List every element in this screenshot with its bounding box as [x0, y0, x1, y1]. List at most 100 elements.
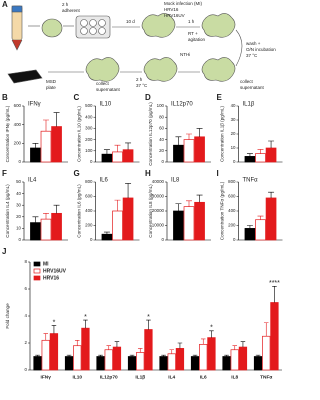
y-tick-label: 8 [25, 259, 28, 264]
error-bar [146, 319, 151, 330]
y-axis-label: Concentration IL1β (pg/mL) [220, 106, 225, 162]
bar [173, 144, 184, 163]
bar [207, 337, 216, 371]
y-tick-label: 500 [85, 103, 93, 108]
bar [270, 302, 279, 371]
error-bar [83, 319, 88, 329]
bar [194, 201, 205, 241]
chart-title: IL6 [100, 178, 109, 184]
bar [96, 356, 105, 371]
diagram-label: adherent [62, 8, 81, 13]
significance: * [147, 314, 150, 321]
cell [85, 57, 120, 82]
panel-label: D [145, 93, 151, 102]
y-tick-label: 400 [14, 122, 22, 127]
bar [255, 219, 266, 241]
bar [64, 356, 74, 371]
bar [122, 197, 134, 241]
error-bar [114, 199, 121, 211]
legend-label: HRV16UV [43, 268, 67, 274]
cell [41, 18, 63, 38]
bar [183, 139, 195, 163]
bar [40, 130, 52, 163]
bar [51, 212, 62, 241]
y-tick-label: 800 [85, 179, 93, 184]
error-bar [161, 354, 166, 357]
y-tick-label: 10000 [152, 223, 165, 228]
diagram-label: 10 d [126, 19, 135, 24]
significance: * [84, 314, 87, 321]
y-axis-label: Concentration TNFα (pg/mL) [220, 181, 225, 240]
bar [81, 327, 90, 371]
bar [159, 356, 168, 371]
bar [173, 210, 184, 241]
diagram-label: NTHi [180, 52, 190, 57]
error-bar [196, 128, 203, 137]
bar [238, 346, 248, 371]
error-bar [43, 213, 49, 220]
y-tick-label: 100 [157, 103, 165, 108]
diagram-label: 37 °C [246, 53, 258, 58]
error-bar [43, 119, 49, 132]
diagram-label: Mock infection (MI) [164, 1, 203, 6]
error-bar [263, 322, 269, 337]
error-bar [74, 340, 80, 346]
y-tick-label: 40 [16, 191, 21, 196]
error-bar [32, 143, 39, 148]
panel-label: F [2, 169, 7, 178]
error-bar [268, 140, 275, 148]
significance: * [53, 319, 56, 326]
workflow-diagram [7, 5, 243, 84]
y-tick-label: 40 [231, 103, 236, 108]
error-bar [240, 341, 246, 348]
chart-title: IL8 [171, 178, 180, 184]
diagram-label: supernatant [96, 87, 121, 92]
y-axis-label: Concentration IL4 (pg/mL) [5, 184, 10, 238]
error-bar [246, 225, 253, 229]
bar [112, 151, 123, 163]
y-tick-label: 400 [85, 208, 93, 213]
error-bar [169, 349, 175, 354]
msd-plate [7, 69, 43, 84]
y-tick-label: 0 [90, 159, 93, 164]
error-bar [200, 338, 206, 345]
panel-label: C [74, 93, 80, 102]
y-axis-label: Concentration IL12p70 (pg/mL) [148, 102, 153, 166]
diagram-label: O/N incubation [246, 47, 276, 52]
y-axis-label: Concentration IFNγ (pg/mL) [5, 105, 10, 162]
bar [51, 126, 62, 163]
error-bar [66, 354, 72, 357]
bar [265, 197, 277, 241]
bar [30, 222, 41, 241]
error-bar [186, 200, 192, 207]
y-tick-label: 10 [16, 226, 21, 231]
y-tick-label: 0 [162, 159, 165, 164]
error-bar [272, 286, 277, 303]
bar [112, 210, 123, 241]
x-tick-label: IL6 [200, 374, 207, 380]
diagram-label: MSD [46, 79, 57, 84]
error-bar [53, 204, 60, 214]
chart-title: TNFα [243, 178, 259, 184]
y-tick-label: 600 [14, 103, 22, 108]
y-tick-label: 6 [25, 286, 28, 291]
chart-title: IL4 [28, 178, 37, 184]
diagram-label: 2 h [136, 77, 143, 82]
error-bar [125, 183, 132, 198]
cell [201, 57, 236, 82]
error-bar [129, 354, 135, 357]
y-tick-label: 4 [25, 313, 28, 318]
tube-tip [11, 39, 23, 51]
error-bar [32, 216, 39, 223]
bar [183, 206, 195, 241]
bar [190, 356, 200, 371]
diagram-label: 1 h [188, 19, 195, 24]
bar [244, 156, 256, 163]
bar [230, 349, 239, 371]
legend-swatch [33, 275, 41, 281]
error-bar [257, 215, 264, 220]
arrow [235, 29, 243, 67]
bar [101, 233, 113, 241]
error-bar [196, 194, 203, 203]
